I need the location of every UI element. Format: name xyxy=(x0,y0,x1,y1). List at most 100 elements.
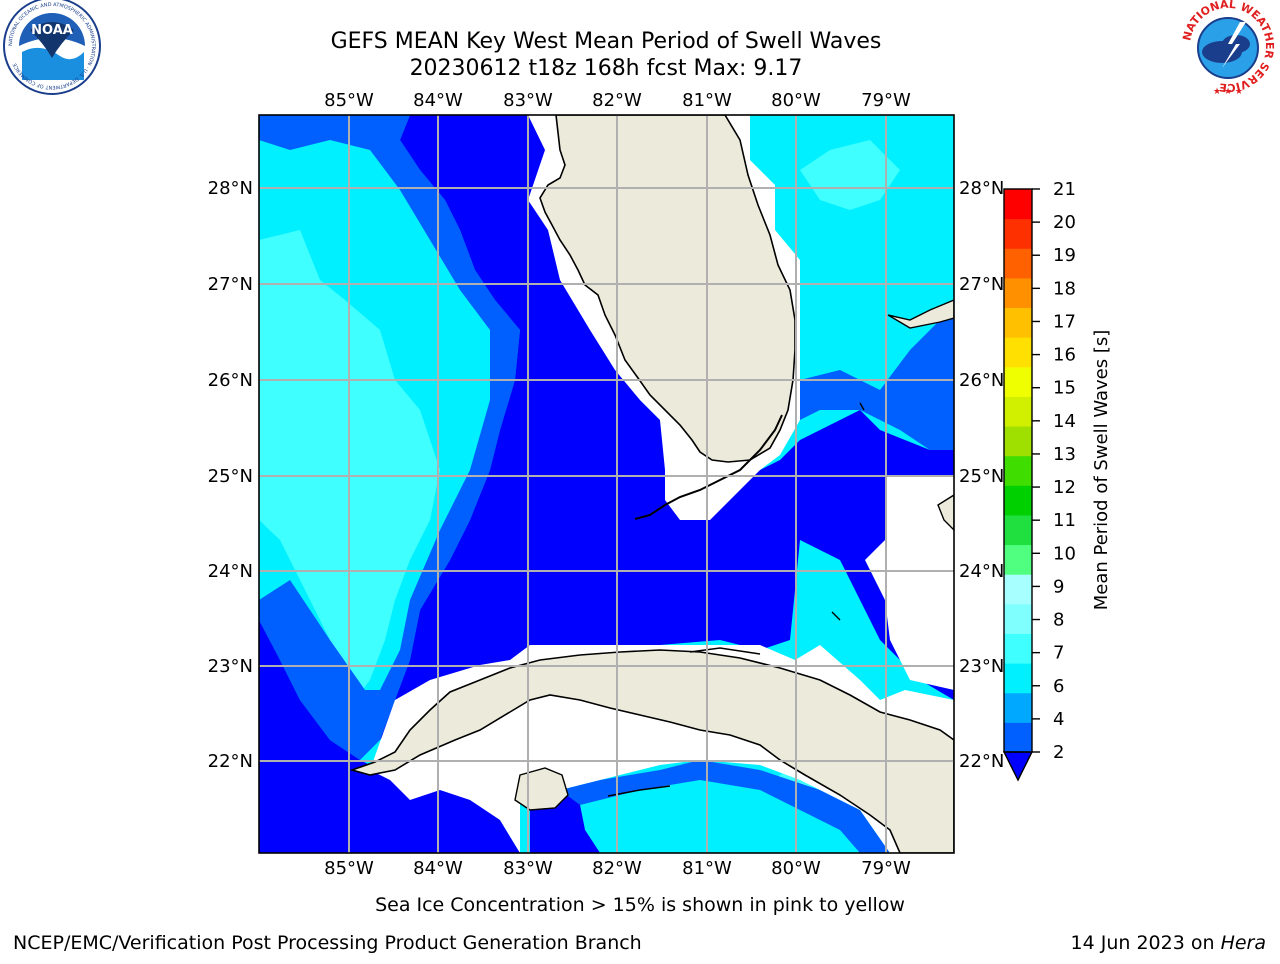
lon-labels-bottom: 85°W 84°W 83°W 82°W 81°W 80°W 79°W xyxy=(324,858,911,879)
colorbar-segment xyxy=(1004,663,1032,694)
bahamas-island xyxy=(887,299,954,329)
noaa-logo-text: NOAA xyxy=(31,23,73,38)
credit-text: NCEP/EMC/Verification Post Processing Pr… xyxy=(13,932,642,954)
colorbar-segment xyxy=(1004,455,1032,486)
lon-label: 84°W xyxy=(413,858,463,879)
colorbar-tick-label: 10 xyxy=(1053,543,1076,564)
swell-field-2-4-east xyxy=(800,310,954,450)
bahamas-island-2 xyxy=(937,494,954,531)
lat-labels-right: 28°N 27°N 26°N 25°N 24°N 23°N 22°N xyxy=(959,178,1004,772)
lon-label: 80°W xyxy=(771,90,821,111)
colorbar-segment xyxy=(1004,633,1032,664)
lat-label: 27°N xyxy=(959,274,1004,295)
colorbar-segment xyxy=(1004,337,1032,368)
colorbar-segment xyxy=(1004,218,1032,249)
lat-label: 26°N xyxy=(959,370,1004,391)
colorbar-segment xyxy=(1004,603,1032,634)
colorbar-tick-label: 17 xyxy=(1053,311,1076,332)
nws-logo: NATIONAL WEATHER SERVICE ★ ★ ★ xyxy=(1180,0,1276,97)
lat-label: 23°N xyxy=(959,656,1004,677)
nws-stars: ★ ★ ★ xyxy=(1213,87,1243,97)
colorbar-segment xyxy=(1004,514,1032,546)
colorbar-segment xyxy=(1004,396,1032,427)
lon-label: 82°W xyxy=(592,858,642,879)
lat-label: 24°N xyxy=(208,561,253,582)
colorbar-segment xyxy=(1004,692,1032,723)
map-frame xyxy=(258,114,955,854)
map-gridlines xyxy=(259,115,954,853)
lon-labels-top: 85°W 84°W 83°W 82°W 81°W 80°W 79°W xyxy=(324,90,911,111)
colorbar-tick-label: 6 xyxy=(1053,676,1064,697)
colorbar-tick-label: 16 xyxy=(1053,345,1076,366)
colorbar-tick-label: 15 xyxy=(1053,378,1076,399)
florida-keys xyxy=(634,414,783,520)
lat-label: 26°N xyxy=(208,370,253,391)
lat-label: 22°N xyxy=(208,751,253,772)
lon-label: 83°W xyxy=(503,90,553,111)
swell-field-under-2 xyxy=(259,115,954,853)
florida-land xyxy=(539,115,796,463)
bahamas-island-3 xyxy=(831,402,865,621)
map-area xyxy=(259,115,954,853)
colorbar-segment xyxy=(1004,722,1032,753)
date-value: 14 Jun 2023 on xyxy=(1071,932,1221,954)
colorbar-tick-label: 19 xyxy=(1053,245,1076,266)
lat-label: 27°N xyxy=(208,274,253,295)
nodata-east xyxy=(865,475,954,690)
colorbar-tick-label: 21 xyxy=(1053,179,1076,200)
lon-label: 79°W xyxy=(861,90,911,111)
lon-label: 82°W xyxy=(592,90,642,111)
lon-label: 81°W xyxy=(682,90,732,111)
colorbar-segment xyxy=(1004,366,1032,397)
noaa-logo: NOAA NATIONAL OCEANIC AND ATMOSPHERIC AD… xyxy=(3,0,101,95)
map-title: GEFS MEAN Key West Mean Period of Swell … xyxy=(331,29,882,54)
swell-field-2-4-west xyxy=(259,115,520,760)
colorbar-under-arrow xyxy=(1002,751,1034,782)
colorbar-tick-label: 2 xyxy=(1053,742,1064,763)
lon-label: 80°W xyxy=(771,858,821,879)
lat-label: 28°N xyxy=(959,178,1004,199)
lat-label: 23°N xyxy=(208,656,253,677)
lat-label: 24°N xyxy=(959,561,1004,582)
colorbar-tick-label: 14 xyxy=(1053,411,1076,432)
swell-field-4-6-south xyxy=(580,780,860,853)
colorbar-segment xyxy=(1004,544,1032,575)
colorbar-tick-label: 7 xyxy=(1053,643,1064,664)
isle-of-youth xyxy=(514,767,569,811)
map-subtitle: 20230612 t18z 168h fcst Max: 9.17 xyxy=(410,56,803,81)
colorbar: 2 4 6 7 8 9 10 11 12 13 14 15 16 17 18 19 20 21 xyxy=(1002,179,1076,782)
colorbar-tick-label: 11 xyxy=(1053,510,1076,531)
date-text: 14 Jun 2023 on Hera xyxy=(1071,932,1266,954)
colorbar-tick-label: 20 xyxy=(1053,212,1076,233)
lon-label: 85°W xyxy=(324,858,374,879)
lat-label: 25°N xyxy=(959,466,1004,487)
colorbar-segment xyxy=(1004,485,1032,516)
lat-labels-left: 28°N 27°N 26°N 25°N 24°N 23°N 22°N xyxy=(208,178,253,772)
lon-label: 83°W xyxy=(503,858,553,879)
colorbar-segment xyxy=(1004,248,1032,279)
cuba-cays xyxy=(607,647,761,797)
colorbar-tick-label: 18 xyxy=(1053,278,1076,299)
colorbar-label: Mean Period of Swell Waves [s] xyxy=(1091,330,1112,611)
lat-label: 25°N xyxy=(208,466,253,487)
colorbar-segment xyxy=(1004,277,1032,309)
swell-field-6-7-b xyxy=(800,140,900,210)
colorbar-tick-label: 9 xyxy=(1053,576,1064,597)
colorbar-tick-label: 8 xyxy=(1053,610,1064,631)
colorbar-tick-label: 12 xyxy=(1053,477,1076,498)
colorbar-segment xyxy=(1004,307,1032,338)
lat-label: 22°N xyxy=(959,751,1004,772)
colorbar-tick-label: 13 xyxy=(1053,444,1076,465)
lon-label: 84°W xyxy=(413,90,463,111)
host-name: Hera xyxy=(1221,932,1266,954)
lon-label: 79°W xyxy=(861,858,911,879)
colorbar-tick-label: 4 xyxy=(1053,709,1064,730)
lon-label: 85°W xyxy=(324,90,374,111)
lon-label: 81°W xyxy=(682,858,732,879)
colorbar-segment xyxy=(1004,189,1032,220)
lat-label: 28°N xyxy=(208,178,253,199)
sea-ice-note: Sea Ice Concentration > 15% is shown in … xyxy=(375,894,905,916)
colorbar-frame xyxy=(1003,188,1033,753)
